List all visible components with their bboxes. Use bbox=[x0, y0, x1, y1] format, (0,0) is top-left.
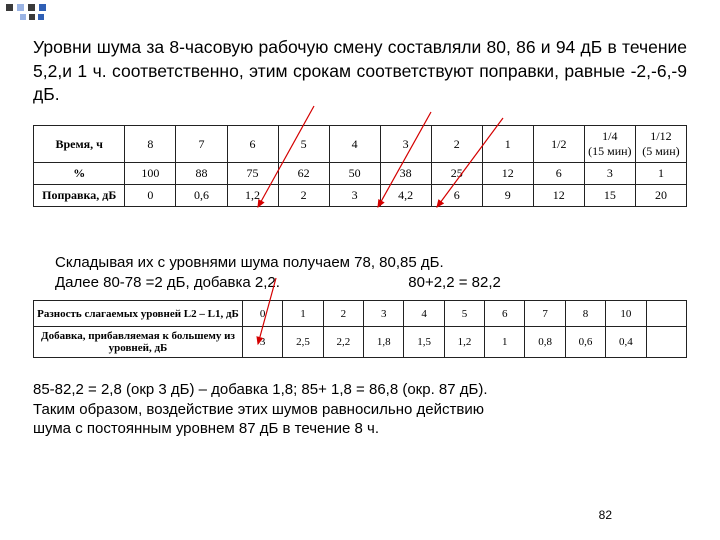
table-cell: 15 bbox=[584, 185, 635, 207]
row-header: Время, ч bbox=[34, 126, 125, 163]
page-number: 82 bbox=[599, 508, 612, 522]
table-cell: 0 bbox=[125, 185, 176, 207]
table-cell: 3 bbox=[364, 301, 404, 327]
table-time-corrections: Время, ч876543211/21/4(15 мин)1/12(5 мин… bbox=[33, 125, 687, 207]
table-cell: 9 bbox=[482, 185, 533, 207]
deco-sq bbox=[39, 4, 46, 11]
table-cell: 3 bbox=[380, 126, 431, 163]
table-cell: 0,8 bbox=[525, 327, 565, 358]
table-cell: 2,5 bbox=[283, 327, 323, 358]
table-cell: 5 bbox=[278, 126, 329, 163]
table-cell: 6 bbox=[533, 163, 584, 185]
table-cell: 6 bbox=[227, 126, 278, 163]
table-cell: 7 bbox=[525, 301, 565, 327]
table-cell: 0 bbox=[242, 301, 282, 327]
conclusion-paragraph: 85-82,2 = 2,8 (окр 3 дБ) – добавка 1,8; … bbox=[33, 380, 673, 439]
table-cell: 2,2 bbox=[323, 327, 363, 358]
table-cell: 6 bbox=[485, 301, 525, 327]
table-cell: 12 bbox=[482, 163, 533, 185]
table-cell: 4 bbox=[329, 126, 380, 163]
table-cell: 1/2 bbox=[533, 126, 584, 163]
table-cell: 62 bbox=[278, 163, 329, 185]
row-header: Добавка, прибавляемая к большему из уров… bbox=[34, 327, 243, 358]
row-header: Поправка, дБ bbox=[34, 185, 125, 207]
table-cell: 12 bbox=[533, 185, 584, 207]
table-cell: 1,5 bbox=[404, 327, 444, 358]
table-cell: 25 bbox=[431, 163, 482, 185]
deco-sq bbox=[6, 4, 13, 11]
table-cell: 8 bbox=[125, 126, 176, 163]
table-cell: 100 bbox=[125, 163, 176, 185]
table-cell: 10 bbox=[606, 301, 646, 327]
table-cell: 3 bbox=[242, 327, 282, 358]
table-cell: 8 bbox=[565, 301, 605, 327]
table-cell: 4 bbox=[404, 301, 444, 327]
table-cell: 0,6 bbox=[176, 185, 227, 207]
table-cell: 0,4 bbox=[606, 327, 646, 358]
table-cell: 20 bbox=[635, 185, 686, 207]
table-cell: 2 bbox=[431, 126, 482, 163]
deco-sq bbox=[38, 14, 44, 20]
table-cell: 4,2 bbox=[380, 185, 431, 207]
table-level-difference: Разность слагаемых уровней L2 – L1, дБ01… bbox=[33, 300, 687, 358]
table-cell: 1/4(15 мин) bbox=[584, 126, 635, 163]
deco-sq bbox=[17, 4, 24, 11]
table-cell: 7 bbox=[176, 126, 227, 163]
table-cell: 88 bbox=[176, 163, 227, 185]
middle-paragraph: Складывая их с уровнями шума получаем 78… bbox=[55, 253, 675, 292]
table-cell: 1,2 bbox=[444, 327, 484, 358]
table-cell: 6 bbox=[431, 185, 482, 207]
mid-line1: Складывая их с уровнями шума получаем 78… bbox=[55, 254, 444, 271]
table-cell: 1 bbox=[635, 163, 686, 185]
table-cell: 1 bbox=[482, 126, 533, 163]
table-cell: 75 bbox=[227, 163, 278, 185]
table-cell: 1 bbox=[283, 301, 323, 327]
table-cell: 0,6 bbox=[565, 327, 605, 358]
mid-line2b: 80+2,2 = 82,2 bbox=[408, 274, 501, 291]
table-cell: 1 bbox=[485, 327, 525, 358]
table-cell: 50 bbox=[329, 163, 380, 185]
intro-paragraph: Уровни шума за 8-часовую рабочую смену с… bbox=[33, 36, 687, 107]
mid-line2a: Далее 80-78 =2 дБ, добавка 2,2. bbox=[55, 274, 280, 291]
table-cell: 2 bbox=[323, 301, 363, 327]
table-cell: 5 bbox=[444, 301, 484, 327]
row-header: Разность слагаемых уровней L2 – L1, дБ bbox=[34, 301, 243, 327]
table-cell: 1/12(5 мин) bbox=[635, 126, 686, 163]
deco-sq bbox=[28, 4, 35, 11]
table-cell: 3 bbox=[584, 163, 635, 185]
deco-sq bbox=[20, 14, 26, 20]
table-cell: 2 bbox=[278, 185, 329, 207]
deco-sq bbox=[29, 14, 35, 20]
table-cell: 38 bbox=[380, 163, 431, 185]
table-cell: 1,2 bbox=[227, 185, 278, 207]
table-cell: 1,8 bbox=[364, 327, 404, 358]
row-header: % bbox=[34, 163, 125, 185]
slide-corner-decoration bbox=[0, 0, 140, 30]
table-cell: 3 bbox=[329, 185, 380, 207]
